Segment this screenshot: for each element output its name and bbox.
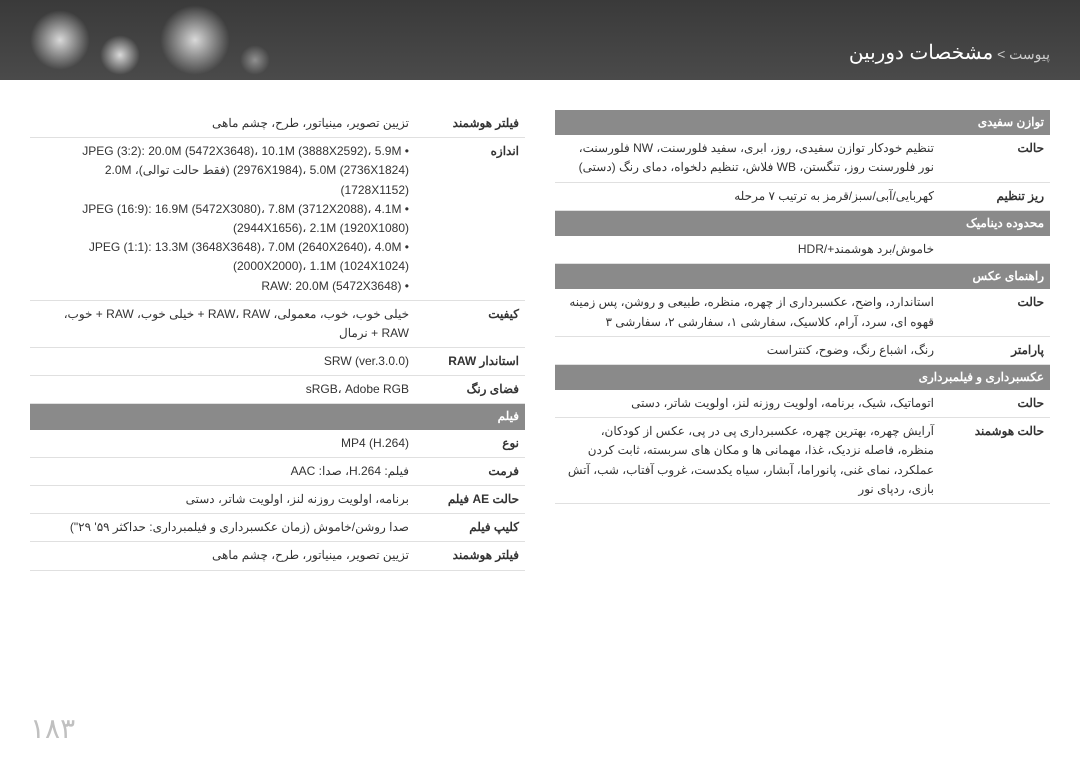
- spec-value: خیلی خوب، خوب، معمولی، RAW، RAW + خیلی خ…: [30, 300, 415, 347]
- spec-row: فرمتفیلم: H.264، صدا: AAC: [30, 457, 525, 485]
- spec-label: حالت: [940, 135, 1050, 182]
- spec-row: اندازه• JPEG (3:2): ‎20.0M (5472X3648)‎،…: [30, 138, 525, 301]
- spec-label: پارامتر: [940, 336, 1050, 364]
- spec-value: تنظیم خودکار توازن سفیدی، روز، ابری، سفی…: [555, 135, 940, 182]
- spec-row: ریز تنظیمکهربایی/آبی/سبز/قرمز به ترتیب ۷…: [555, 182, 1050, 210]
- spec-label: فضای رنگ: [415, 376, 525, 404]
- sparkle-decoration: [240, 45, 270, 75]
- spec-value: SRW (ver.3.0.0): [30, 348, 415, 376]
- spec-label: کیفیت: [415, 300, 525, 347]
- spec-row: پارامتررنگ، اشباع رنگ، وضوح، کنتراست: [555, 336, 1050, 364]
- section-header-label: راهنمای عکس: [555, 264, 1050, 290]
- spec-row: حالتاتوماتیک، شیک، برنامه، اولویت روزنه …: [555, 390, 1050, 418]
- spec-row: حالت AE فیلمبرنامه، اولویت روزنه لنز، او…: [30, 486, 525, 514]
- spec-row: فیلتر هوشمندتزیین تصویر، مینیاتور، طرح، …: [30, 542, 525, 570]
- spec-label: [940, 236, 1050, 264]
- spec-row: خاموش/برد هوشمند+/HDR: [555, 236, 1050, 264]
- header-band: پیوست > مشخصات دوربین: [0, 0, 1080, 80]
- spec-value: sRGB، Adobe RGB: [30, 376, 415, 404]
- spec-row: حالتاستاندارد، واضح، عکسبرداری از چهره، …: [555, 289, 1050, 336]
- spec-value: • JPEG (3:2): ‎20.0M (5472X3648)‎، ‎10.1…: [30, 138, 415, 301]
- spec-row: فیلتر هوشمندتزیین تصویر، مینیاتور، طرح، …: [30, 110, 525, 138]
- spec-label: حالت: [940, 289, 1050, 336]
- section-header-row: توازن سفیدی: [555, 110, 1050, 135]
- breadcrumb: پیوست > مشخصات دوربین: [849, 40, 1050, 65]
- spec-value: استاندارد، واضح، عکسبرداری از چهره، منظر…: [555, 289, 940, 336]
- spec-value: کهربایی/آبی/سبز/قرمز به ترتیب ۷ مرحله: [555, 182, 940, 210]
- section-header-label: عکسبرداری و فیلمبرداری: [555, 364, 1050, 390]
- page-number: ۱۸۳: [30, 712, 75, 745]
- spec-table-left: فیلتر هوشمندتزیین تصویر، مینیاتور، طرح، …: [30, 110, 525, 571]
- spec-label: حالت هوشمند: [940, 418, 1050, 504]
- spec-label: ریز تنظیم: [940, 182, 1050, 210]
- section-header-label: توازن سفیدی: [555, 110, 1050, 135]
- sparkle-decoration: [30, 10, 90, 70]
- spec-label: نوع: [415, 430, 525, 458]
- section-header-label: فیلم: [30, 404, 525, 430]
- spec-row: حالتتنظیم خودکار توازن سفیدی، روز، ابری،…: [555, 135, 1050, 182]
- page-title: مشخصات دوربین: [849, 42, 993, 64]
- spec-label: فیلتر هوشمند: [415, 110, 525, 138]
- section-header-label: محدوده دینامیک: [555, 210, 1050, 236]
- right-column: توازن سفیدیحالتتنظیم خودکار توازن سفیدی،…: [555, 110, 1050, 571]
- spec-row: کلیپ فیلمصدا روشن/خاموش (زمان عکسبرداری …: [30, 514, 525, 542]
- spec-label: فیلتر هوشمند: [415, 542, 525, 570]
- section-header-row: راهنمای عکس: [555, 264, 1050, 290]
- spec-value: رنگ، اشباع رنگ، وضوح، کنتراست: [555, 336, 940, 364]
- section-header-row: عکسبرداری و فیلمبرداری: [555, 364, 1050, 390]
- sparkle-decoration: [160, 5, 230, 75]
- spec-label: حالت AE فیلم: [415, 486, 525, 514]
- spec-value: فیلم: H.264، صدا: AAC: [30, 457, 415, 485]
- spec-value: اتوماتیک، شیک، برنامه، اولویت روزنه لنز،…: [555, 390, 940, 418]
- spec-value: تزیین تصویر، مینیاتور، طرح، چشم ماهی: [30, 110, 415, 138]
- spec-row: استاندار RAWSRW (ver.3.0.0): [30, 348, 525, 376]
- spec-row: حالت هوشمندآرایش چهره، بهترین چهره، عکسب…: [555, 418, 1050, 504]
- spec-row: فضای رنگsRGB، Adobe RGB: [30, 376, 525, 404]
- spec-value: صدا روشن/خاموش (زمان عکسبرداری و فیلمبرد…: [30, 514, 415, 542]
- spec-label: استاندار RAW: [415, 348, 525, 376]
- spec-value: تزیین تصویر، مینیاتور، طرح، چشم ماهی: [30, 542, 415, 570]
- spec-label: کلیپ فیلم: [415, 514, 525, 542]
- sparkle-decoration: [100, 35, 140, 75]
- spec-value: MP4 (H.264): [30, 430, 415, 458]
- spec-label: فرمت: [415, 457, 525, 485]
- content-area: توازن سفیدیحالتتنظیم خودکار توازن سفیدی،…: [0, 80, 1080, 571]
- spec-value: برنامه، اولویت روزنه لنز، اولویت شاتر، د…: [30, 486, 415, 514]
- spec-value: خاموش/برد هوشمند+/HDR: [555, 236, 940, 264]
- spec-label: حالت: [940, 390, 1050, 418]
- spec-value: آرایش چهره، بهترین چهره، عکسبرداری پی در…: [555, 418, 940, 504]
- spec-row: کیفیتخیلی خوب، خوب، معمولی، RAW، RAW + خ…: [30, 300, 525, 347]
- left-column: فیلتر هوشمندتزیین تصویر، مینیاتور، طرح، …: [30, 110, 525, 571]
- spec-label: اندازه: [415, 138, 525, 301]
- section-header-row: محدوده دینامیک: [555, 210, 1050, 236]
- spec-row: نوعMP4 (H.264): [30, 430, 525, 458]
- spec-table-right: توازن سفیدیحالتتنظیم خودکار توازن سفیدی،…: [555, 110, 1050, 504]
- section-header-row: فیلم: [30, 404, 525, 430]
- breadcrumb-prefix: پیوست >: [993, 46, 1050, 62]
